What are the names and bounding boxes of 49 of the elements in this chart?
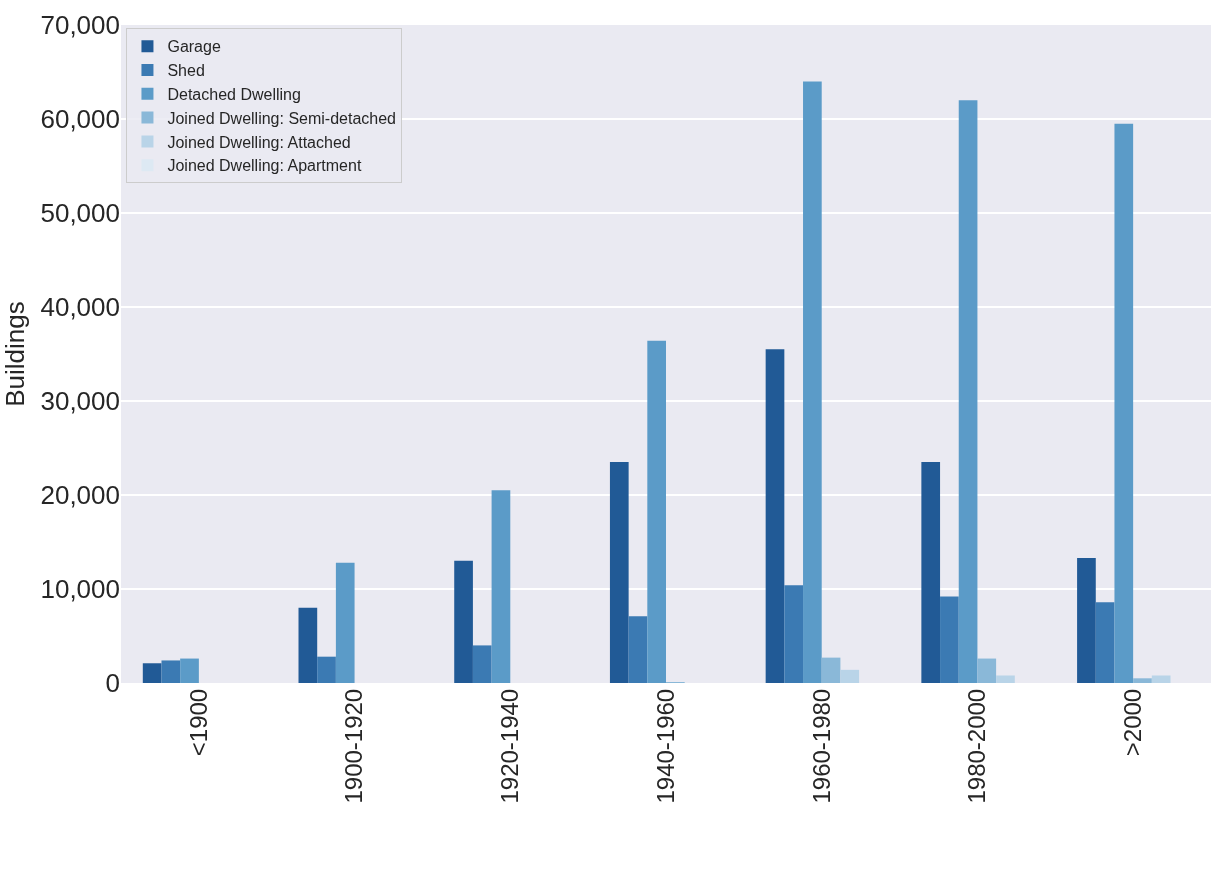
bar	[335, 562, 355, 683]
legend-label: Joined Dwelling: Attached	[167, 133, 351, 151]
x-tick-label: >2000	[1118, 688, 1146, 757]
bar	[821, 657, 841, 683]
bar	[161, 660, 181, 683]
bar	[1133, 678, 1152, 683]
y-tick-label: 0	[105, 668, 120, 699]
bar	[1151, 675, 1171, 683]
y-tick-label: 10,000	[40, 574, 120, 605]
x-tick-label: 1940-1960	[651, 688, 679, 804]
bar	[1077, 557, 1096, 683]
bar	[1095, 602, 1115, 683]
bar	[996, 675, 1015, 683]
y-tick-label: 70,000	[40, 10, 120, 41]
bar	[803, 81, 822, 683]
y-tick-label: 30,000	[40, 386, 120, 417]
bar	[840, 669, 860, 683]
bar	[180, 658, 199, 683]
bar	[628, 616, 648, 683]
y-tick-label: 50,000	[40, 198, 120, 229]
legend-label: Joined Dwelling: Semi-detached	[167, 109, 397, 127]
y-axis-title: Buildings	[0, 301, 30, 407]
bar	[317, 656, 336, 683]
bar	[454, 560, 473, 683]
bar	[142, 663, 162, 683]
legend-label: Garage	[167, 38, 221, 56]
bar	[609, 462, 629, 683]
legend-label: Detached Dwelling	[167, 86, 301, 104]
y-tick-label: 40,000	[40, 292, 120, 323]
bar	[977, 658, 997, 683]
bar	[958, 100, 978, 683]
x-tick-label: 1920-1940	[496, 688, 524, 804]
bar	[472, 645, 492, 683]
x-tick-label: 1900-1920	[340, 688, 368, 804]
legend-label: Joined Dwelling: Apartment	[167, 157, 362, 175]
y-tick-label: 60,000	[40, 104, 120, 135]
y-tick-label: 20,000	[40, 480, 120, 511]
bar	[921, 462, 941, 683]
legend-label: Shed	[167, 62, 205, 80]
bar	[298, 607, 318, 683]
x-tick-label: 1960-1980	[807, 688, 835, 804]
x-tick-label: <1900	[184, 688, 212, 757]
bar	[765, 349, 785, 683]
bar	[1114, 123, 1134, 683]
bar	[491, 490, 511, 683]
bar	[647, 340, 666, 683]
bar	[784, 585, 804, 683]
bar	[940, 596, 959, 683]
x-tick-label: 1980-2000	[963, 688, 991, 804]
